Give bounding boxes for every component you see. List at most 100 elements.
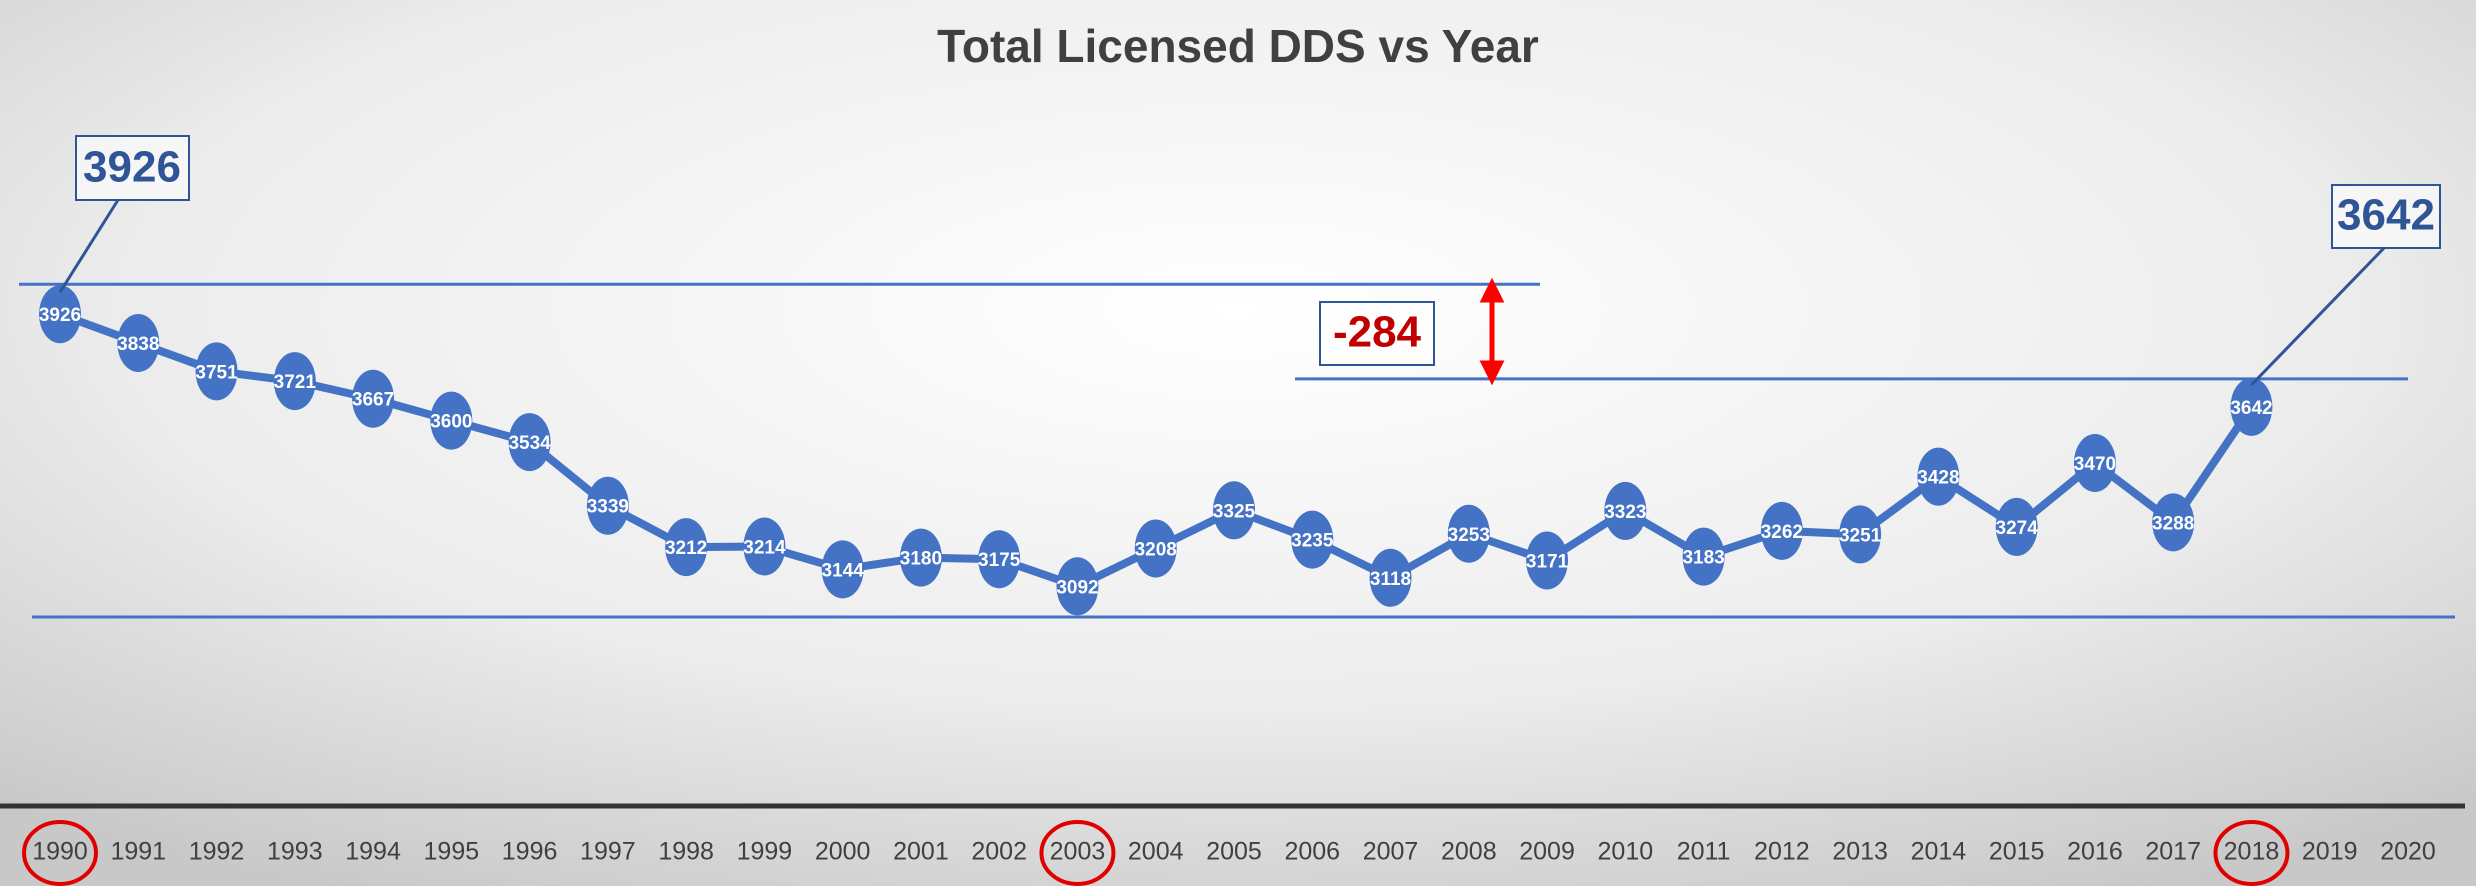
data-label: 3262 [1761, 522, 1803, 543]
data-label: 3175 [978, 550, 1021, 571]
data-label: 3274 [1996, 518, 2039, 539]
x-tick-label: 1991 [110, 838, 166, 866]
point [430, 391, 473, 450]
point [1760, 501, 1803, 560]
data-label: 3534 [508, 433, 551, 454]
x-tick-label: 2006 [1284, 838, 1340, 866]
point [2230, 377, 2273, 436]
x-tick-label: 2009 [1519, 838, 1575, 866]
point [1056, 557, 1099, 616]
point [1369, 548, 1412, 607]
x-tick-label: 1998 [658, 838, 714, 866]
data-label: 3180 [900, 549, 942, 570]
x-tick-label: 2010 [1598, 838, 1654, 866]
callout-label: 3926 [83, 143, 181, 192]
point [978, 530, 1021, 589]
highlight-circle [2213, 820, 2290, 886]
x-tick-label: 2000 [815, 838, 871, 866]
point [821, 540, 864, 599]
data-label: 3428 [1917, 468, 1959, 489]
callout-box [2331, 184, 2441, 249]
x-tick-label: 1994 [345, 838, 401, 866]
point [1682, 527, 1725, 586]
x-tick-label: 1990 [32, 838, 88, 866]
x-tick-label: 1992 [189, 838, 245, 866]
callout-box [75, 135, 190, 201]
point [1917, 447, 1960, 506]
data-label: 3642 [2230, 398, 2272, 419]
data-label: 3600 [430, 412, 472, 433]
point [665, 518, 708, 577]
point [586, 476, 629, 535]
data-label: 3144 [822, 560, 865, 581]
data-label: 3171 [1526, 552, 1569, 573]
data-label: 3251 [1839, 525, 1882, 546]
data-label: 3339 [587, 497, 629, 518]
x-tick-label: 2005 [1206, 838, 1262, 866]
x-tick-label: 2015 [1989, 838, 2045, 866]
x-tick-label: 2001 [893, 838, 949, 866]
data-label: 3667 [352, 390, 394, 411]
change-label: -284 [1333, 308, 1422, 357]
data-label: 3470 [2074, 454, 2116, 475]
data-label: 3926 [39, 305, 81, 326]
x-tick-label: 1999 [737, 838, 793, 866]
point [39, 285, 81, 344]
x-tick-label: 2008 [1441, 838, 1497, 866]
x-tick-label: 1993 [267, 838, 323, 866]
data-label: 3253 [1448, 525, 1490, 546]
point [1995, 497, 2038, 556]
point [1291, 510, 1334, 569]
x-tick-label: 1995 [424, 838, 480, 866]
data-label: 3751 [195, 362, 238, 383]
point [1604, 481, 1647, 540]
point [273, 352, 316, 411]
x-tick-label: 1997 [580, 838, 636, 866]
x-tick-label: 1996 [502, 838, 558, 866]
data-label: 3838 [117, 334, 159, 355]
point [352, 369, 395, 428]
data-label: 3323 [1604, 502, 1646, 523]
data-label: 3092 [1056, 577, 1098, 598]
point [1526, 531, 1569, 590]
x-tick-label: 2014 [1911, 838, 1967, 866]
callout-label: 3642 [2337, 191, 2435, 240]
data-label: 3214 [743, 537, 786, 558]
point [117, 313, 160, 372]
callout-leader [58, 199, 120, 294]
point [1134, 519, 1177, 578]
point [195, 342, 238, 401]
data-label: 3118 [1370, 569, 1411, 590]
data-label: 3183 [1682, 548, 1724, 569]
x-tick-label: 2007 [1363, 838, 1419, 866]
data-label: 3235 [1291, 531, 1334, 552]
data-label: 3288 [2152, 513, 2194, 534]
change-box [1319, 301, 1435, 366]
x-tick-label: 2018 [2224, 838, 2280, 866]
data-label: 3721 [274, 372, 317, 393]
chart-title: Total Licensed DDS vs Year [937, 20, 1539, 72]
x-tick-label: 2019 [2302, 838, 2358, 866]
x-tick-label: 2004 [1128, 838, 1184, 866]
data-label: 3208 [1135, 539, 1177, 560]
x-tick-label: 2013 [1832, 838, 1888, 866]
x-tick-label: 2012 [1754, 838, 1810, 866]
point [1213, 481, 1255, 540]
x-tick-label: 2016 [2067, 838, 2123, 866]
point [2152, 493, 2195, 552]
point [2073, 433, 2116, 492]
point [743, 517, 786, 576]
callout-leader [2250, 246, 2386, 386]
highlight-circle [22, 820, 98, 886]
x-tick-label: 2002 [971, 838, 1027, 866]
highlight-circle [1039, 820, 1116, 886]
point [508, 413, 551, 472]
x-tick-label: 2011 [1677, 838, 1731, 866]
data-label: 3212 [665, 538, 707, 559]
x-tick-label: 2020 [2380, 838, 2436, 866]
x-tick-label: 2017 [2145, 838, 2201, 866]
point [1839, 505, 1882, 564]
